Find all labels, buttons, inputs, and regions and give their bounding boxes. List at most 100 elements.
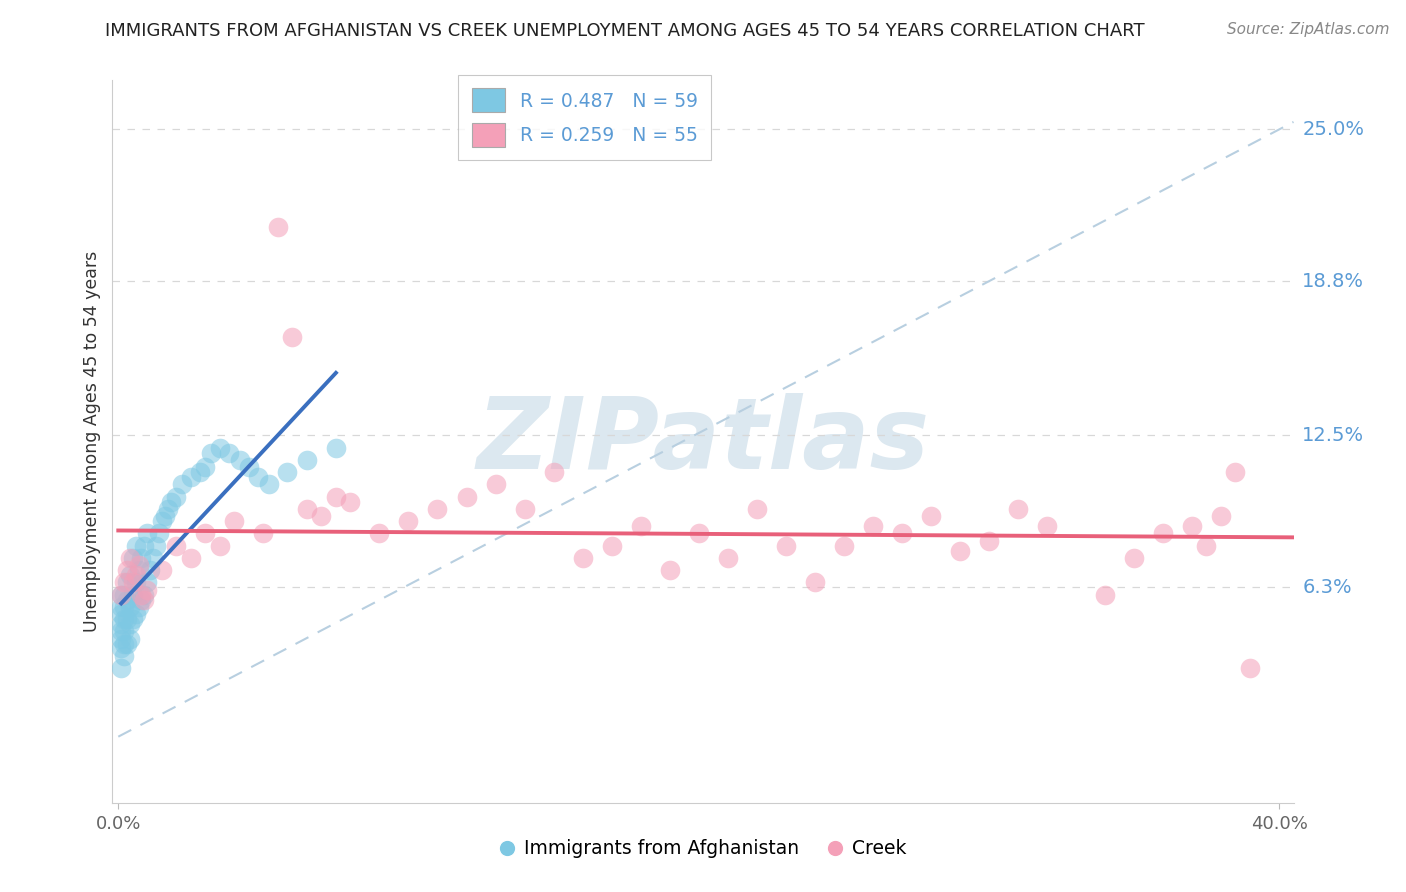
Point (630, 519, 652, 533)
Point (368, 526, 391, 541)
Point (180, 550, 202, 565)
Point (1239, 661, 1261, 675)
Point (257, 477, 280, 491)
Point (148, 526, 170, 541)
Legend: Immigrants from Afghanistan, Creek: Immigrants from Afghanistan, Creek (492, 831, 914, 865)
Point (238, 460, 260, 475)
Point (118, 632, 141, 646)
Point (172, 477, 194, 491)
Point (131, 588, 153, 602)
Point (1209, 509, 1232, 524)
Point (775, 539, 797, 553)
Point (110, 617, 132, 632)
Point (121, 588, 143, 602)
Point (180, 470, 202, 484)
Point (125, 607, 148, 622)
Point (145, 539, 167, 553)
Point (745, 502, 768, 516)
Text: 12.5%: 12.5% (1302, 425, 1364, 445)
Point (115, 612, 138, 626)
Point (862, 519, 884, 533)
Point (112, 624, 135, 639)
Point (426, 502, 449, 516)
Point (118, 568, 141, 582)
Point (134, 588, 156, 602)
Point (112, 588, 135, 602)
Point (600, 539, 623, 553)
Point (125, 575, 148, 590)
Point (128, 558, 150, 573)
Point (1036, 519, 1059, 533)
Point (112, 648, 135, 663)
Point (1007, 502, 1029, 516)
Point (276, 465, 298, 479)
Point (110, 641, 132, 656)
Point (136, 582, 159, 597)
Point (484, 477, 506, 491)
Text: 18.8%: 18.8% (1302, 272, 1364, 291)
Point (110, 588, 132, 602)
Point (229, 453, 252, 467)
Point (890, 526, 912, 541)
Point (188, 465, 211, 479)
Point (295, 502, 318, 516)
Point (118, 617, 141, 632)
Point (208, 441, 231, 455)
Point (165, 539, 187, 553)
Point (325, 441, 347, 455)
Point (118, 599, 141, 614)
Point (125, 539, 148, 553)
Point (115, 563, 138, 577)
Point (224, 514, 246, 528)
Point (159, 494, 181, 508)
Point (218, 445, 240, 459)
Point (112, 637, 135, 651)
Point (295, 453, 318, 467)
Point (208, 539, 231, 553)
Point (1152, 526, 1174, 541)
Point (267, 220, 290, 235)
Point (128, 599, 150, 614)
Point (134, 592, 156, 607)
Point (125, 568, 148, 582)
Point (110, 607, 132, 622)
Text: ZIPatlas: ZIPatlas (477, 393, 929, 490)
Point (311, 509, 333, 524)
Point (543, 465, 565, 479)
Point (200, 445, 222, 459)
Point (1225, 465, 1247, 479)
Point (121, 550, 143, 565)
Point (688, 526, 710, 541)
Point (717, 550, 740, 565)
Point (112, 612, 135, 626)
Point (112, 575, 135, 590)
Point (118, 550, 141, 565)
Text: 25.0%: 25.0% (1302, 120, 1364, 139)
Point (121, 575, 143, 590)
Point (136, 575, 159, 590)
Point (1094, 588, 1116, 602)
Point (571, 550, 593, 565)
Point (110, 661, 132, 675)
Point (110, 624, 132, 639)
Point (658, 563, 681, 577)
Point (803, 575, 825, 590)
Point (115, 592, 138, 607)
Y-axis label: Unemployment Among Ages 45 to 54 years: Unemployment Among Ages 45 to 54 years (83, 251, 101, 632)
Point (832, 539, 855, 553)
Point (134, 539, 156, 553)
Point (150, 563, 173, 577)
Point (949, 543, 972, 558)
Point (153, 509, 176, 524)
Point (142, 550, 165, 565)
Point (110, 632, 132, 646)
Point (165, 490, 187, 504)
Point (1122, 550, 1144, 565)
Point (513, 502, 536, 516)
Point (139, 563, 162, 577)
Point (136, 526, 159, 541)
Point (1195, 539, 1218, 553)
Point (115, 637, 138, 651)
Point (110, 599, 132, 614)
Point (246, 470, 269, 484)
